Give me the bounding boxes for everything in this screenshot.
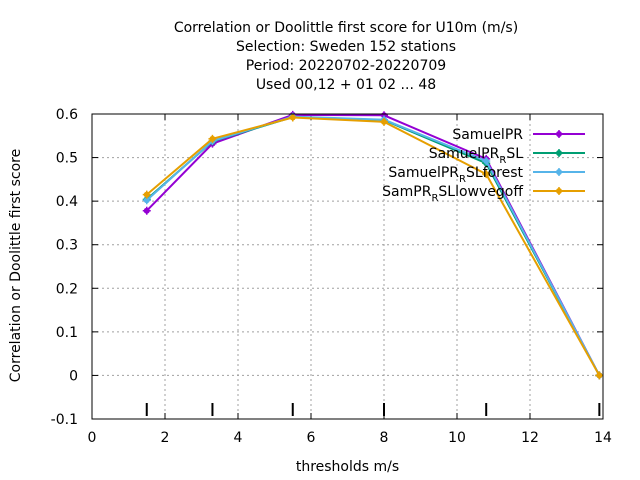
legend-label-sub: R bbox=[431, 193, 438, 204]
x-tick-label: 6 bbox=[307, 430, 316, 446]
legend-label-tail: SLforest bbox=[466, 165, 524, 181]
legend-label: SamuelPR bbox=[452, 127, 523, 143]
y-tick-label: 0 bbox=[69, 368, 78, 384]
x-tick-label: 4 bbox=[234, 430, 243, 446]
legend-label: SamuelPRRSLforest bbox=[388, 165, 523, 185]
y-axis-label: Correlation or Doolittle first score bbox=[8, 149, 24, 382]
y-tick-label: 0.2 bbox=[56, 281, 78, 297]
x-tick-label: 2 bbox=[161, 430, 170, 446]
axis-ticks: 0 2 4 6 8 10 12 14 -0.1 0 0.1 0.2 0.3 0.4 0.5 0.6 bbox=[51, 107, 612, 446]
series-line bbox=[146, 116, 601, 376]
threshold-markers bbox=[145, 403, 601, 416]
title-line: Period: 20220702-20220709 bbox=[246, 58, 446, 74]
y-tick-label: 0.1 bbox=[56, 325, 78, 341]
x-tick-label: 8 bbox=[380, 430, 389, 446]
y-tick-label: 0.6 bbox=[56, 107, 78, 123]
legend-label-main: SamuelPR bbox=[429, 146, 500, 162]
title-line: Selection: Sweden 152 stations bbox=[236, 39, 456, 55]
legend-label-tail: SL bbox=[506, 146, 523, 162]
grid bbox=[92, 114, 603, 419]
legend-label-main: SamuelPR bbox=[388, 165, 459, 181]
x-tick-label: 14 bbox=[594, 430, 612, 446]
y-tick-label: 0.5 bbox=[56, 151, 78, 167]
legend-label-sub: R bbox=[499, 155, 506, 166]
legend-label-tail: SLlowvegoff bbox=[438, 184, 523, 200]
chart-title: Correlation or Doolittle first score for… bbox=[174, 20, 518, 93]
x-axis-label: thresholds m/s bbox=[296, 459, 399, 475]
series-lines bbox=[142, 110, 604, 380]
legend: SamuelPRSamuelPRRSLSamuelPRRSLforestSamP… bbox=[382, 127, 585, 204]
legend-label: SamPRRSLlowvegoff bbox=[382, 184, 523, 204]
title-line: Correlation or Doolittle first score for… bbox=[174, 20, 518, 36]
legend-label-sub: R bbox=[459, 174, 466, 185]
title-line: Used 00,12 + 01 02 ... 48 bbox=[256, 77, 436, 93]
y-tick-label: -0.1 bbox=[51, 412, 78, 428]
x-tick-label: 10 bbox=[448, 430, 466, 446]
legend-label-main: SamuelPR bbox=[452, 127, 523, 143]
x-tick-label: 12 bbox=[521, 430, 539, 446]
series-line bbox=[146, 115, 601, 376]
series bbox=[142, 113, 604, 380]
y-tick-label: 0.4 bbox=[56, 194, 78, 210]
legend-label: SamuelPRRSL bbox=[429, 146, 523, 166]
y-tick-label: 0.3 bbox=[56, 238, 78, 254]
plot-frame bbox=[91, 113, 604, 420]
legend-label-main: SamPR bbox=[382, 184, 432, 200]
x-tick-label: 0 bbox=[88, 430, 97, 446]
